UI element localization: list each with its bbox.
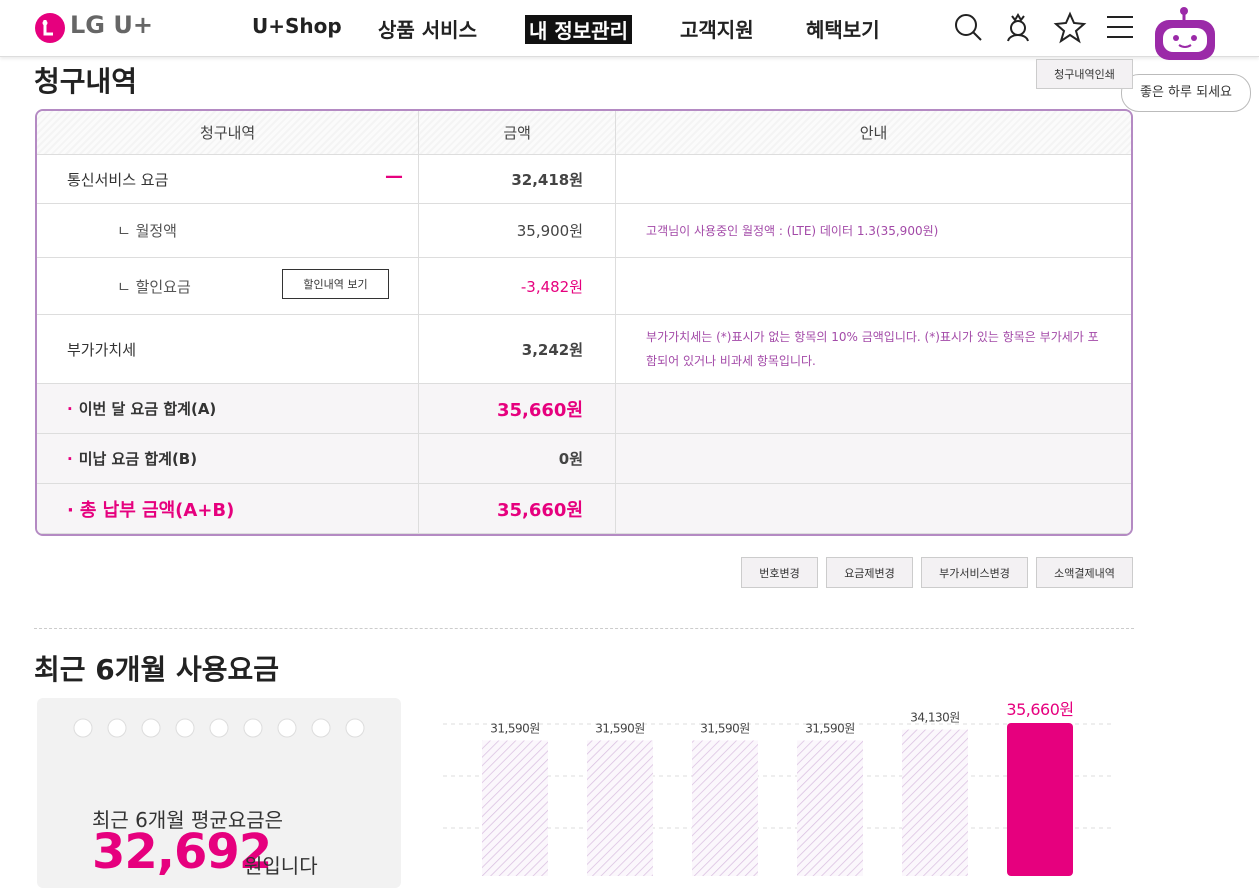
item-label: 부가가치세 <box>67 340 137 359</box>
amount-cell: 0원 <box>418 433 617 484</box>
logo[interactable]: LG U+ <box>70 11 153 39</box>
average-card: 최근 6개월 평균요금은 32,692 원입니다 <box>37 698 401 888</box>
bar <box>797 740 863 876</box>
note-cell <box>615 257 1131 315</box>
note-cell <box>615 383 1131 434</box>
bar-value-label: 31,590원 <box>805 721 855 735</box>
note-cell <box>615 154 1131 204</box>
average-intro: 최근 6개월 평균요금은 <box>92 808 284 832</box>
item-cell: ㄴ 할인요금 할인내역 보기 <box>37 257 420 315</box>
amount: 35,900원 <box>516 222 584 240</box>
item-label: ㄴ 월정액 <box>117 222 177 240</box>
amount: 35,660원 <box>497 499 584 521</box>
item-label: ㄴ 할인요금 <box>117 277 191 296</box>
bar-value-label: 35,660원 <box>1006 700 1073 719</box>
print-button[interactable]: 청구내역인쇄 <box>1036 59 1133 89</box>
nav-item[interactable]: 고객지원 <box>680 18 754 42</box>
bar <box>692 740 758 876</box>
chatbot-icon[interactable] <box>1150 6 1220 66</box>
section-title: 청구내역 <box>34 65 138 98</box>
bill-row: 통신서비스 요금 — 32,418원 <box>37 154 1131 204</box>
note-cell <box>615 433 1131 484</box>
action-button[interactable]: 부가서비스변경 <box>921 557 1028 588</box>
amount: -3,482원 <box>520 277 584 296</box>
bill-row: ㄴ 월정액 35,900원 고객님이 사용중인 월정액 : (LTE) 데이터 1.… <box>37 203 1131 258</box>
item-cell: 총 납부 금액(A+B) <box>37 483 420 534</box>
collapse-toggle[interactable]: — <box>385 166 403 187</box>
amount-cell: 3,242원 <box>418 314 617 384</box>
bar <box>482 740 548 876</box>
bar-value-label: 31,590원 <box>595 721 645 735</box>
amount-cell: 35,900원 <box>418 203 617 258</box>
action-button[interactable]: 요금제변경 <box>826 557 913 588</box>
note-cell: 고객님이 사용중인 월정액 : (LTE) 데이터 1.3(35,900원) <box>615 203 1131 258</box>
header-icons[interactable] <box>950 8 1140 48</box>
logo-icon <box>35 13 65 43</box>
bill-row: ㄴ 할인요금 할인내역 보기 -3,482원 <box>37 257 1131 315</box>
nav-item[interactable]: 내 정보관리 <box>525 15 632 44</box>
average-suffix: 원입니다 <box>244 854 318 878</box>
item-cell: ㄴ 월정액 <box>37 203 420 258</box>
amount: 3,242원 <box>521 340 584 359</box>
note-text: 고객님이 사용중인 월정액 : (LTE) 데이터 1.3(35,900원) <box>646 223 939 238</box>
action-button[interactable]: 소액결제내역 <box>1036 557 1133 588</box>
average-value: 32,692 <box>92 824 272 880</box>
bar <box>902 729 968 876</box>
bill-row: 이번 달 요금 합계(A) 35,660원 <box>37 383 1131 434</box>
nav-item[interactable]: U+Shop <box>252 14 342 38</box>
amount-cell: 32,418원 <box>418 154 617 204</box>
chatbot-bubble: 좋은 하루 되세요 <box>1121 74 1251 112</box>
action-buttons: 번호변경 요금제변경 부가서비스변경 소액결제내역 <box>741 557 1133 588</box>
column-header: 청구내역 <box>37 111 420 155</box>
nav-item[interactable]: 혜택보기 <box>806 18 880 42</box>
bar <box>587 740 653 876</box>
item-label: 통신서비스 요금 <box>67 170 169 189</box>
item-cell: 이번 달 요금 합계(A) <box>37 383 420 434</box>
amount-cell: -3,482원 <box>418 257 617 315</box>
action-button[interactable]: 번호변경 <box>741 557 818 588</box>
note-cell: 부가가치세는 (*)표시가 없는 항목의 10% 금액입니다. (*)표시가 있… <box>615 314 1131 384</box>
amount: 0원 <box>558 450 584 468</box>
bar-value-label: 34,130원 <box>910 711 960 725</box>
bar-value-label: 31,590원 <box>490 721 540 735</box>
bill-row: 총 납부 금액(A+B) 35,660원 <box>37 483 1131 534</box>
item-cell: 통신서비스 요금 — <box>37 154 420 204</box>
discount-button[interactable]: 할인내역 보기 <box>282 269 389 299</box>
card-holes <box>73 718 365 738</box>
bill-row: 부가가치세 3,242원 부가가치세는 (*)표시가 없는 항목의 10% 금액입니… <box>37 314 1131 384</box>
item-label: 총 납부 금액(A+B) <box>67 500 234 521</box>
nav-item[interactable]: 상품 서비스 <box>378 18 477 42</box>
note-cell <box>615 483 1131 534</box>
column-header: 안내 <box>615 111 1131 155</box>
bill-row: 미납 요금 합계(B) 0원 <box>37 433 1131 484</box>
item-cell: 부가가치세 <box>37 314 420 384</box>
header: LG U+ U+Shop 상품 서비스 내 정보관리 고객지원 혜택보기 <box>0 0 1259 57</box>
item-label: 이번 달 요금 합계(A) <box>67 400 216 418</box>
bar <box>1007 723 1073 876</box>
note-text: 부가가치세는 (*)표시가 없는 항목의 10% 금액입니다. (*)표시가 있… <box>646 330 1099 368</box>
bar-value-label: 31,590원 <box>700 721 750 735</box>
amount-cell: 35,660원 <box>418 383 617 434</box>
usage-chart: 31,590원 31,590원 31,590원 31,590원 34,130원 35,66… <box>443 700 1113 876</box>
amount-cell: 35,660원 <box>418 483 617 534</box>
column-header: 금액 <box>418 111 617 155</box>
item-label: 미납 요금 합계(B) <box>67 450 197 468</box>
amount: 32,418원 <box>511 170 584 189</box>
item-cell: 미납 요금 합계(B) <box>37 433 420 484</box>
divider <box>34 628 1134 629</box>
amount: 35,660원 <box>497 399 584 421</box>
section-title: 최근 6개월 사용요금 <box>34 653 280 686</box>
